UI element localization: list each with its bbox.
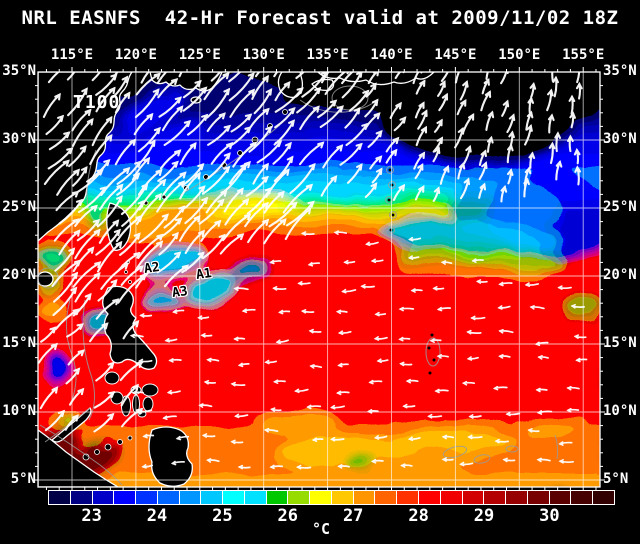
map-frame — [37, 71, 601, 488]
colorbar-cell — [114, 491, 137, 504]
lon-label: 150°E — [498, 47, 541, 63]
colorbar-tick-label: 28 — [408, 506, 429, 526]
graticule — [38, 72, 600, 487]
colorbar-cell — [70, 491, 93, 504]
lat-label-right: 20°N — [603, 267, 637, 283]
lon-label: 140°E — [370, 47, 413, 63]
lon-label: 130°E — [242, 47, 285, 63]
colorbar-cell — [353, 491, 376, 504]
lat-label-left: 30°N — [2, 131, 36, 147]
colorbar-cell — [375, 491, 398, 504]
colorbar-cell — [157, 491, 180, 504]
colorbar-cell — [331, 491, 354, 504]
colorbar-tick-label: 29 — [473, 506, 495, 526]
colorbar-tick-label: 27 — [342, 506, 364, 526]
lon-label: 155°E — [562, 47, 605, 63]
lon-label: 135°E — [306, 47, 349, 63]
lat-label-left: 25°N — [2, 199, 36, 215]
lat-label-right: 5°N — [603, 471, 629, 487]
lat-label-left: 20°N — [2, 267, 36, 283]
hainan-island — [38, 271, 54, 287]
colorbar-tick-label: 30 — [539, 506, 560, 526]
colorbar-cell — [397, 491, 420, 504]
colorbar-cell — [223, 491, 245, 504]
colorbar-cell — [92, 491, 115, 504]
page-title: NRL EASNFS 42-Hr Forecast valid at 2009/… — [21, 7, 619, 29]
lat-label-right: 30°N — [603, 131, 637, 147]
luzon-island — [102, 285, 158, 370]
lat-label-right: 25°N — [603, 199, 637, 215]
lat-label-right: 10°N — [603, 403, 637, 419]
colorbar-cell — [244, 491, 267, 504]
palawan-island — [51, 407, 92, 443]
colorbar-cell — [440, 491, 463, 504]
colorbar-tick-label: 26 — [277, 506, 299, 526]
borneo-landmass — [38, 429, 119, 487]
colorbar-cell — [288, 491, 311, 504]
lon-label: 145°E — [434, 47, 477, 63]
colorbar-cell — [136, 491, 158, 504]
colorbar-cell — [462, 491, 485, 504]
colorbar-tick-label: 25 — [212, 506, 233, 526]
colorbar-cell — [527, 491, 550, 504]
lat-label-left: 10°N — [2, 403, 36, 419]
lat-label-left: 35°N — [2, 63, 36, 79]
lat-label-right: 35°N — [603, 63, 637, 79]
temperature-colorbar — [48, 490, 615, 505]
izu-bonin-islands — [387, 168, 436, 375]
vector-field — [38, 72, 588, 470]
lon-label: 125°E — [178, 47, 221, 63]
marker-a1: A1 — [195, 265, 213, 284]
colorbar-cell — [266, 491, 289, 504]
colorbar-cell — [201, 491, 224, 504]
colorbar-cell — [571, 491, 594, 504]
colorbar-tick-label: 24 — [146, 506, 168, 526]
colorbar-tick-label: 23 — [81, 506, 102, 526]
colorbar-cell — [593, 491, 614, 504]
colorbar-cell — [484, 491, 507, 504]
colorbar-cell — [49, 491, 71, 504]
mindanao-island — [148, 426, 193, 487]
model-run-label: T100 — [73, 92, 121, 113]
colorbar-cell — [310, 491, 332, 504]
colorbar-unit: °C — [311, 520, 331, 538]
colorbar-cell — [419, 491, 441, 504]
lon-label: 120°E — [114, 47, 157, 63]
marker-a3: A3 — [171, 283, 189, 302]
land-layer — [38, 72, 436, 487]
lon-label: 115°E — [50, 47, 94, 63]
lat-label-right: 15°N — [603, 335, 637, 351]
axis-ticks — [33, 67, 605, 492]
colorbar-cell — [549, 491, 572, 504]
colorbar-cell — [179, 491, 202, 504]
lat-label-left: 15°N — [2, 335, 36, 351]
colorbar-cell — [506, 491, 528, 504]
lat-label-left: 5°N — [10, 471, 36, 487]
marker-a2: A2 — [143, 259, 161, 278]
